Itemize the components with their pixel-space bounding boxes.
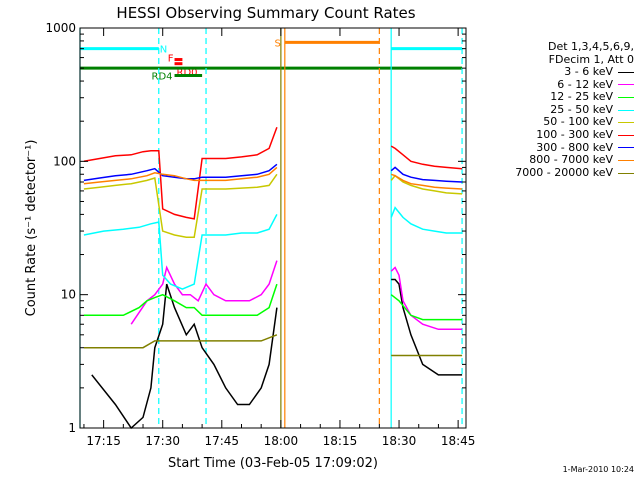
x-axis-label: Start Time (03-Feb-05 17:09:02) bbox=[168, 456, 378, 471]
x-tick-label: 18:15 bbox=[323, 434, 358, 448]
series-line-100-300-kev bbox=[390, 145, 463, 170]
legend-entry-swatch bbox=[618, 109, 634, 111]
series-line-12-25-kev bbox=[83, 283, 278, 317]
legend-entry: 300 - 800 keV bbox=[472, 140, 634, 155]
legend-entry-label: 100 - 300 keV bbox=[536, 127, 613, 141]
series-line-3-6-kev bbox=[391, 278, 463, 376]
series-line-300-800-kev bbox=[390, 166, 463, 183]
legend-header-line-1: Det 1,3,4,5,6,9, bbox=[547, 40, 634, 53]
series-line-100-300-kev bbox=[83, 127, 278, 220]
x-tick-label: 17:30 bbox=[145, 434, 180, 448]
x-tick-label: 18:45 bbox=[441, 434, 476, 448]
y-tick-label: 100 bbox=[53, 154, 76, 168]
legend-entry-swatch bbox=[618, 71, 634, 73]
series-line-50-100-kev bbox=[390, 174, 463, 195]
series-line-50-100-kev bbox=[83, 173, 278, 238]
series-layer bbox=[83, 127, 463, 430]
legend-entry-label: 3 - 6 keV bbox=[564, 65, 613, 78]
x-tick-label: 18:00 bbox=[264, 434, 299, 448]
legend-entry-swatch bbox=[618, 84, 634, 86]
state-bar-s-label: S bbox=[274, 38, 280, 49]
x-tick-label: 17:45 bbox=[204, 434, 239, 448]
legend-entry: 7000 - 20000 keV bbox=[472, 165, 634, 180]
legend-entry-label: 25 - 50 keV bbox=[550, 102, 613, 116]
timestamp: 1-Mar-2010 10:24 bbox=[562, 465, 634, 474]
legend-entry: 12 - 25 keV bbox=[472, 91, 634, 104]
legend-entry-label: 12 - 25 keV bbox=[550, 90, 613, 104]
state-bar-rd4-label: RD4 bbox=[152, 72, 173, 83]
legend-entry-label: 7000 - 20000 keV bbox=[515, 165, 613, 179]
legend-entry-swatch bbox=[618, 96, 634, 98]
state-bar-f-label: F bbox=[168, 54, 174, 65]
state-bar-n-label: N bbox=[160, 45, 167, 56]
y-axis-label: Count Rate (s⁻¹ detector⁻¹) bbox=[24, 140, 39, 317]
legend-entry: 50 - 100 keV bbox=[472, 116, 634, 129]
legend-entries: 3 - 6 keV 6 - 12 keV 12 - 25 keV 25 - 50 ke… bbox=[472, 65, 634, 180]
series-line-800-7000-kev bbox=[390, 173, 463, 190]
series-line-7000-20000-kev bbox=[83, 334, 278, 349]
y-tick-label: 10 bbox=[61, 288, 76, 302]
legend-entry: 6 - 12 keV bbox=[472, 77, 634, 92]
legend-entry-swatch bbox=[618, 134, 634, 136]
x-tick-label: 17:15 bbox=[86, 434, 121, 448]
plot-frame bbox=[79, 27, 467, 429]
legend-header-line-2: FDecim 1, Att 0 bbox=[548, 53, 634, 66]
legend-entry: 25 - 50 keV bbox=[472, 102, 634, 117]
series-line-800-7000-kev bbox=[83, 166, 278, 185]
y-tick-label: 1000 bbox=[45, 21, 76, 35]
chart-title: HESSI Observing Summary Count Rates bbox=[116, 4, 415, 22]
x-axis: 17:15 17:30 17:45 18:00 18:15 18:30 18:45 bbox=[83, 28, 476, 448]
legend-entry-swatch bbox=[618, 147, 634, 149]
series-line-12-25-kev bbox=[390, 294, 463, 321]
series-line-3-6-kev bbox=[91, 283, 278, 430]
x-tick-label: 18:30 bbox=[382, 434, 417, 448]
legend-entry-label: 50 - 100 keV bbox=[543, 115, 613, 129]
legend-entry-swatch bbox=[618, 159, 634, 161]
legend-entry-swatch bbox=[618, 122, 634, 124]
y-tick-label: 1 bbox=[68, 421, 76, 435]
legend: Det 1,3,4,5,6,9, FDecim 1, Att 0 3 - 6 k… bbox=[472, 40, 634, 179]
series-line-25-50-kev bbox=[83, 214, 278, 290]
legend-entry: 800 - 7000 keV bbox=[472, 154, 634, 167]
legend-entry: 3 - 6 keV bbox=[472, 65, 634, 79]
legend-entry-label: 800 - 7000 keV bbox=[529, 153, 613, 167]
legend-entry-swatch bbox=[618, 172, 634, 174]
legend-entry: 100 - 300 keV bbox=[472, 127, 634, 142]
legend-entry-label: 6 - 12 keV bbox=[557, 77, 613, 91]
legend-entry-label: 300 - 800 keV bbox=[536, 140, 613, 154]
series-line-6-12-kev bbox=[130, 260, 278, 325]
series-line-25-50-kev bbox=[390, 206, 463, 234]
y-axis: 1 10 100 1000 bbox=[45, 21, 466, 435]
state-bar-rd0-label: RD0 bbox=[177, 68, 198, 79]
